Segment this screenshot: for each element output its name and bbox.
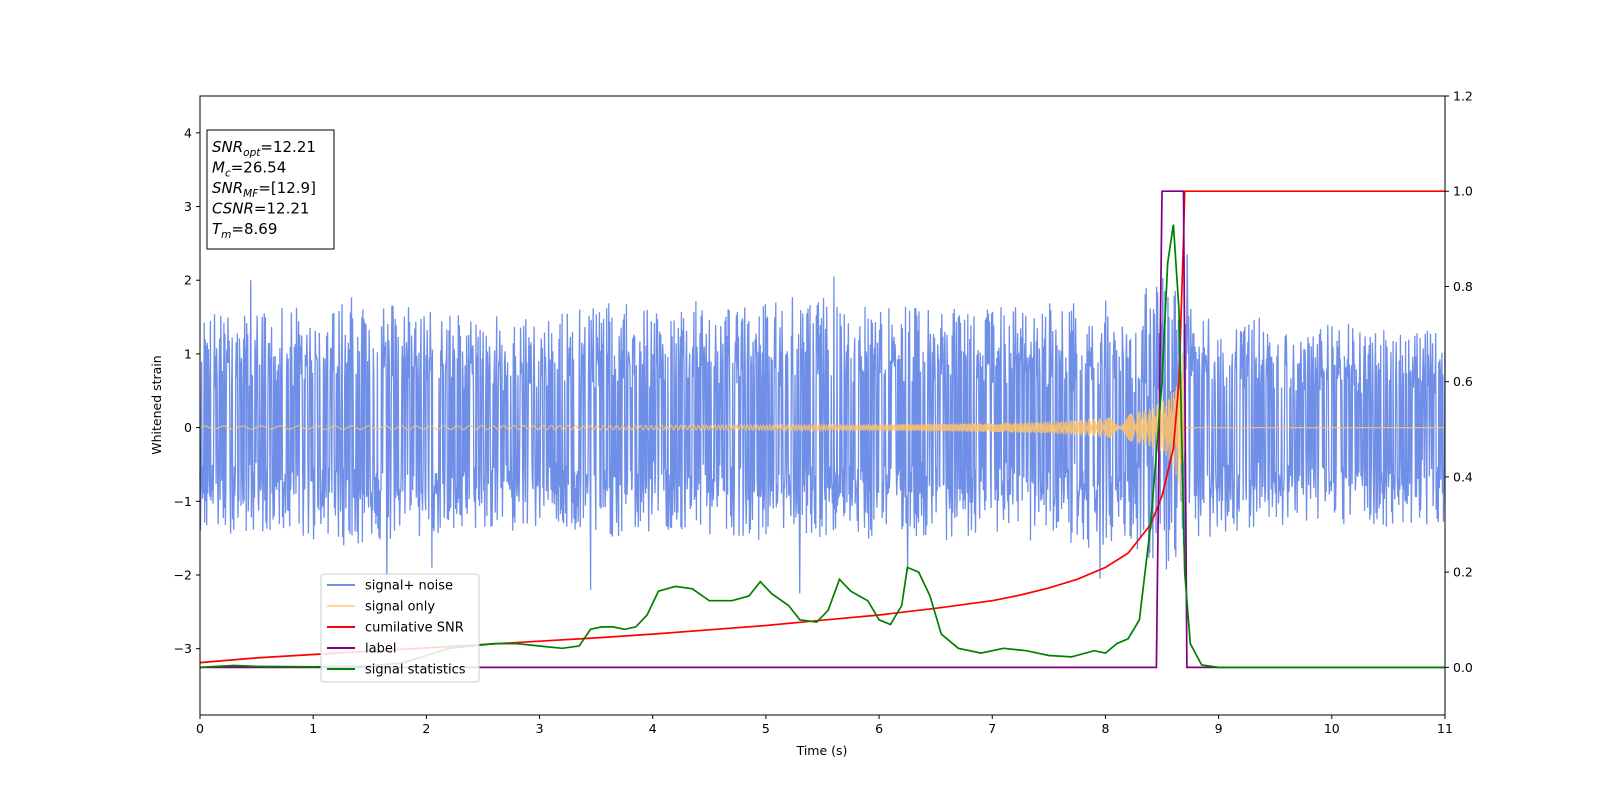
legend-frame — [320, 573, 480, 683]
x-tick-label: 2 — [422, 721, 430, 736]
y-tick-label: 1 — [184, 346, 192, 361]
y2-tick-label: 0.0 — [1453, 660, 1473, 675]
annotation-line: Mc=26.54 — [212, 159, 286, 180]
y2-tick-label: 1.2 — [1453, 89, 1473, 104]
x-tick-label: 6 — [875, 721, 883, 736]
legend: signal+ noise signal only cumilative SNR la… — [320, 573, 480, 683]
series-signal-statistics — [199, 224, 1445, 669]
y-axis-left: −3 −2 −1 0 1 2 3 4 — [174, 125, 200, 656]
annotation-line: SNRopt=12.21 — [212, 138, 316, 159]
x-tick-label: 7 — [988, 721, 996, 736]
y-axis-right: 0.0 0.2 0.4 0.6 0.8 1.0 1.2 — [1445, 89, 1473, 675]
legend-entry: cumilative SNR — [365, 621, 464, 636]
x-tick-label: 1 — [309, 721, 317, 736]
legend-entry: signal+ noise — [365, 579, 453, 594]
series-signal-plus-noise — [199, 254, 1446, 594]
y-tick-label: 2 — [184, 273, 192, 288]
x-tick-label: 3 — [536, 721, 544, 736]
y-tick-label: 4 — [184, 125, 192, 140]
x-tick-label: 4 — [649, 721, 657, 736]
y-tick-label: −2 — [174, 567, 192, 582]
y2-tick-label: 0.8 — [1453, 279, 1473, 294]
legend-entry: signal statistics — [365, 663, 466, 678]
x-tick-label: 10 — [1324, 721, 1340, 736]
x-tick-label: 8 — [1101, 721, 1109, 736]
series-signal-only — [199, 352, 1445, 510]
legend-entry: signal only — [365, 600, 435, 615]
annotation-line: CSNR=12.21 — [212, 200, 309, 218]
y2-tick-label: 0.2 — [1453, 565, 1473, 580]
y2-tick-label: 0.4 — [1453, 469, 1473, 484]
annotation-frame — [206, 129, 335, 250]
x-tick-label: 11 — [1437, 721, 1453, 736]
y2-tick-label: 0.6 — [1453, 374, 1473, 389]
legend-entry: label — [365, 642, 396, 657]
y-tick-label: 0 — [184, 420, 192, 435]
x-tick-label: 5 — [762, 721, 770, 736]
y-tick-label: −1 — [174, 494, 192, 509]
y-tick-label: 3 — [184, 199, 192, 214]
x-tick-label: 0 — [196, 721, 204, 736]
x-tick-label: 9 — [1215, 721, 1223, 736]
annotation-line: SNRMF=[12.9] — [212, 179, 316, 200]
y2-tick-label: 1.0 — [1453, 184, 1473, 199]
annotation-line: Tm=8.69 — [212, 220, 277, 241]
annotation-box: SNRopt=12.21Mc=26.54SNRMF=[12.9]CSNR=12.… — [206, 129, 335, 250]
y-tick-label: −3 — [174, 641, 192, 656]
axes-frame — [199, 95, 1446, 716]
y-axis-label: Whitened strain — [149, 355, 164, 454]
x-axis: 0 1 2 3 4 5 6 7 8 9 10 11 — [196, 715, 1453, 736]
x-axis-label: Time (s) — [796, 743, 848, 758]
